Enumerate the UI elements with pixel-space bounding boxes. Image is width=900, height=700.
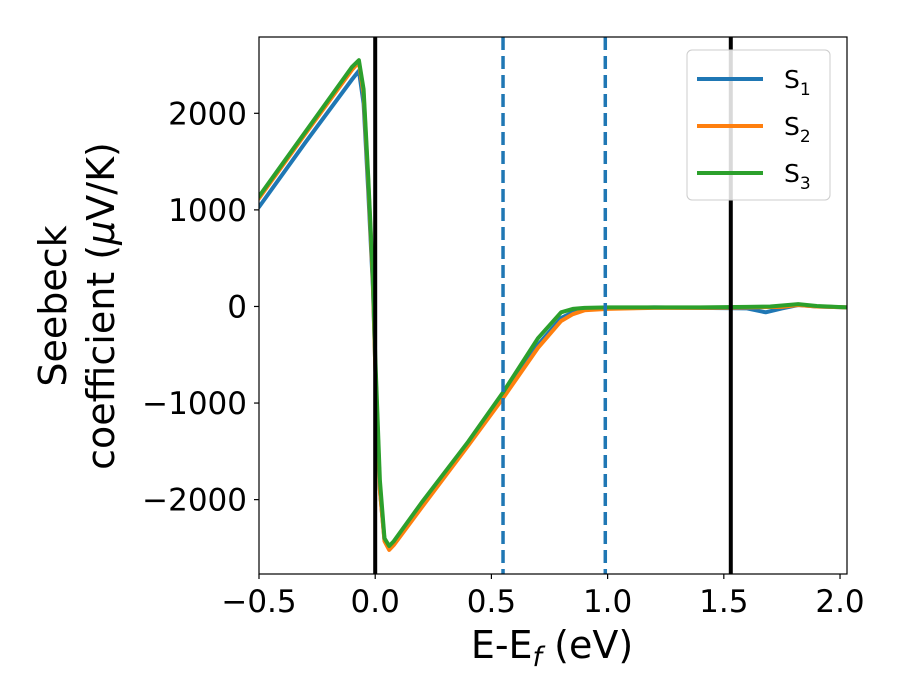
y-tick-label: −2000: [142, 483, 247, 519]
y-tick-label: 2000: [168, 96, 247, 132]
plot-frame: [258, 36, 848, 575]
x-tick-label: 2.0: [815, 584, 864, 620]
x-tick-label: 1.0: [583, 584, 632, 620]
y-axis-ticks: −2000 −1000 0 1000 2000: [142, 96, 259, 519]
legend-label: S3: [784, 159, 811, 194]
x-axis-label: E-Ef (eV): [471, 623, 633, 673]
x-axis-ticks: −0.5 0.0 0.5 1.0 1.5 2.0: [221, 574, 865, 620]
x-tick-label: 0.5: [467, 584, 516, 620]
legend: S1 S2 S3: [686, 49, 831, 201]
y-tick-label: 0: [227, 289, 247, 325]
y-tick-label: −1000: [142, 386, 247, 422]
y-axis-label-line2: coefficient (μV/K): [79, 142, 123, 470]
x-tick-label: −0.5: [221, 584, 296, 620]
legend-label: S2: [784, 112, 811, 147]
y-axis-label: Seebeck coefficient (μV/K): [31, 142, 123, 470]
plot-area: [258, 36, 848, 575]
legend-label: S1: [784, 65, 811, 100]
x-tick-label: 0.0: [351, 584, 400, 620]
y-tick-label: 1000: [168, 193, 247, 229]
y-axis-label-line1: Seebeck: [31, 225, 75, 386]
x-tick-label: 1.5: [699, 584, 748, 620]
